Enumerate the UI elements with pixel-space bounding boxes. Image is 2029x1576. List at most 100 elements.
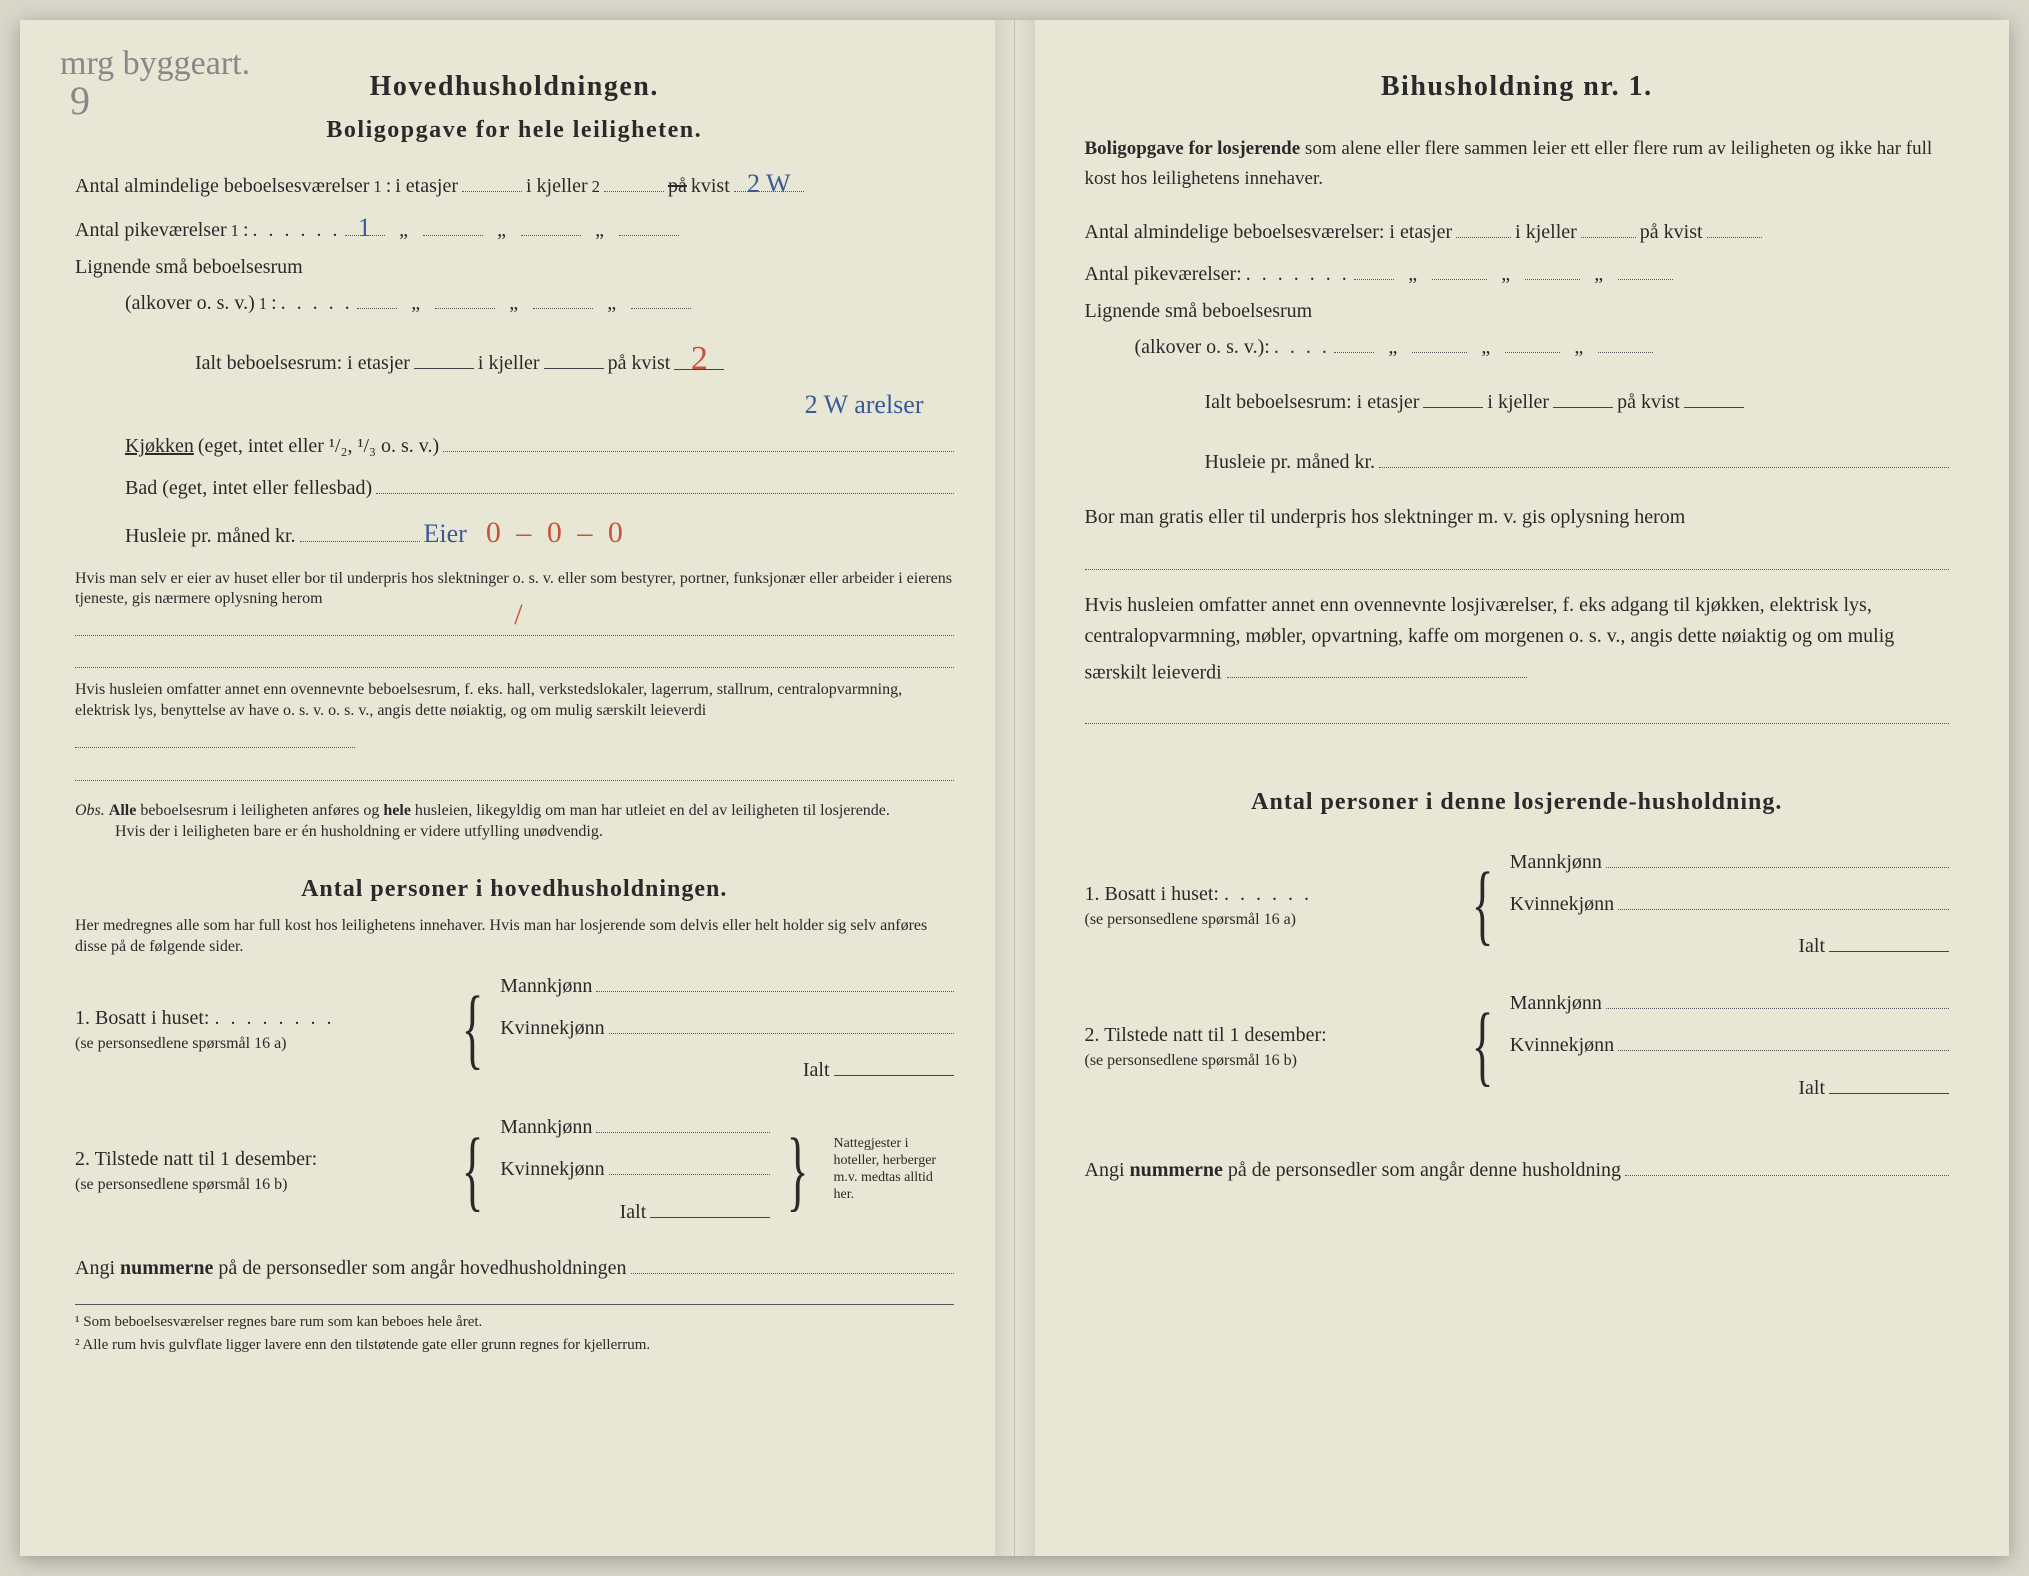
sup: 2 <box>592 174 600 200</box>
para-husleie: Hvis husleien omfatter annet enn ovennev… <box>1085 590 1950 688</box>
field-total-kvist[interactable]: 2 <box>674 333 724 370</box>
row-ialt: Ialt beboelsesrum: i etasjer i kjeller p… <box>1205 381 1950 417</box>
field-mann[interactable] <box>1606 982 1949 1008</box>
bracket-icon: { <box>462 1139 484 1202</box>
label: Kvinnekjønn <box>500 1154 604 1185</box>
label: Ialt <box>803 1055 830 1086</box>
row-alkover: Lignende små beboelsesrum (alkover o. s.… <box>1085 296 1950 363</box>
fn1: ¹ Som beboelsesværelser regnes bare rum … <box>75 1311 954 1334</box>
row-angi: Angi nummerne på de personsedler som ang… <box>1085 1150 1950 1186</box>
field[interactable] <box>435 283 495 309</box>
field[interactable] <box>1456 211 1511 237</box>
field[interactable] <box>521 209 581 235</box>
field[interactable] <box>1423 381 1483 407</box>
blank-line[interactable] <box>75 642 954 668</box>
bracket-icon: } <box>787 1139 809 1202</box>
field[interactable] <box>1618 254 1673 280</box>
field[interactable] <box>631 1248 954 1274</box>
q1-group: 1. Bosatt i huset: . . . . . . (se perso… <box>1085 841 1950 968</box>
blank-line[interactable]: / <box>75 610 954 636</box>
field[interactable] <box>1553 381 1613 407</box>
field[interactable] <box>414 343 474 369</box>
field-etasjer[interactable] <box>462 165 522 191</box>
document-spread: mrg byggeart. 9 Hovedhusholdningen. Boli… <box>20 20 2009 1556</box>
field[interactable] <box>1581 211 1636 237</box>
right-title: Bihusholdning nr. 1. <box>1085 65 1950 108</box>
field[interactable] <box>1525 254 1580 280</box>
obs-label: Obs. <box>75 802 105 819</box>
field-ialt[interactable] <box>1829 926 1949 952</box>
field-kvinne[interactable] <box>609 1149 771 1175</box>
field[interactable] <box>1085 543 1950 569</box>
label: Kvinnekjønn <box>500 1013 604 1044</box>
label: Antal pikeværelser: <box>1085 259 1242 290</box>
field[interactable] <box>75 722 355 748</box>
field-kvinne[interactable] <box>1618 884 1949 910</box>
label: Bad (eget, intet eller fellesbad) <box>125 473 372 504</box>
field[interactable] <box>1625 1150 1949 1176</box>
field-mann[interactable] <box>596 1106 770 1132</box>
field[interactable] <box>1354 254 1394 280</box>
fn2: ² Alle rum hvis gulvflate ligger lavere … <box>75 1334 954 1357</box>
field[interactable] <box>1505 327 1560 353</box>
label: Ialt <box>1798 931 1825 962</box>
field-ialt[interactable] <box>1829 1067 1949 1093</box>
blank-line[interactable] <box>75 755 954 781</box>
husleie-value: Eier <box>424 514 467 554</box>
label: Kvinnekjønn <box>1510 1030 1614 1061</box>
field-kjokken[interactable] <box>443 425 953 451</box>
row-rooms: Antal almindelige beboelsesværelser: i e… <box>1085 211 1950 247</box>
field[interactable] <box>1412 327 1467 353</box>
field[interactable] <box>631 283 691 309</box>
field-kjeller[interactable] <box>604 165 664 191</box>
label: Lignende små beboelsesrum <box>1085 296 1950 327</box>
field[interactable] <box>1227 652 1527 678</box>
field-mann[interactable] <box>596 965 953 991</box>
q2-sub: (se personsedlene spørsmål 16 b) <box>75 1175 445 1196</box>
field-mann[interactable] <box>1606 841 1949 867</box>
label: Antal pikeværelser <box>75 215 227 246</box>
label: på kvist <box>608 348 671 379</box>
q1-label: 1. Bosatt i huset: <box>1085 883 1219 905</box>
row-rooms: Antal almindelige beboelsesværelser1: i … <box>75 164 954 202</box>
field[interactable] <box>533 283 593 309</box>
field[interactable] <box>1432 254 1487 280</box>
field[interactable] <box>423 209 483 235</box>
left-subtitle: Boligopgave for hele leiligheten. <box>75 112 954 149</box>
field[interactable] <box>1334 327 1374 353</box>
field[interactable] <box>357 283 397 309</box>
field[interactable] <box>1707 211 1762 237</box>
label: Mannkjønn <box>1510 847 1602 878</box>
field[interactable] <box>300 516 420 542</box>
field-kvinne[interactable] <box>609 1008 954 1034</box>
field-husleie[interactable] <box>1379 442 1949 468</box>
field-pike[interactable]: 1 <box>345 208 385 237</box>
sec2-intro: Her medregnes alle som har full kost hos… <box>75 916 954 958</box>
field[interactable] <box>619 209 679 235</box>
label: (alkover o. s. v.) <box>125 288 255 319</box>
blank-line[interactable] <box>1085 698 1950 724</box>
label: Husleie pr. måned kr. <box>125 521 296 552</box>
annotation-total: 2 W arelser <box>75 385 924 425</box>
field-kvist[interactable]: 2 W <box>734 164 804 193</box>
field[interactable] <box>544 343 604 369</box>
row-ialt: Ialt beboelsesrum: i etasjer i kjeller p… <box>195 333 954 379</box>
label: i etasjer <box>395 171 458 202</box>
field[interactable] <box>1684 381 1744 407</box>
section-title: Antal personer i hovedhusholdningen. <box>75 871 954 908</box>
label: Antal almindelige beboelsesværelser: i e… <box>1085 217 1453 248</box>
q2-label: 2. Tilstede natt til 1 desember: <box>1085 1020 1455 1051</box>
label: i kjeller <box>526 171 588 202</box>
field-ialt[interactable] <box>834 1050 954 1076</box>
field[interactable] <box>1598 327 1653 353</box>
label: Ialt beboelsesrum: i etasjer <box>195 348 410 379</box>
field-ialt[interactable] <box>650 1191 770 1217</box>
label: i kjeller <box>1515 217 1577 248</box>
field-bad[interactable] <box>376 468 953 494</box>
row-bad: Bad (eget, intet eller fellesbad) <box>125 468 954 504</box>
field-kvinne[interactable] <box>1618 1025 1949 1051</box>
label: i kjeller <box>478 348 540 379</box>
para-gratis: Bor man gratis eller til underpris hos s… <box>1085 502 1950 569</box>
label: Kjøkken <box>125 431 194 462</box>
row-pike: Antal pikeværelser: . . . . . . . „ „ „ <box>1085 254 1950 290</box>
